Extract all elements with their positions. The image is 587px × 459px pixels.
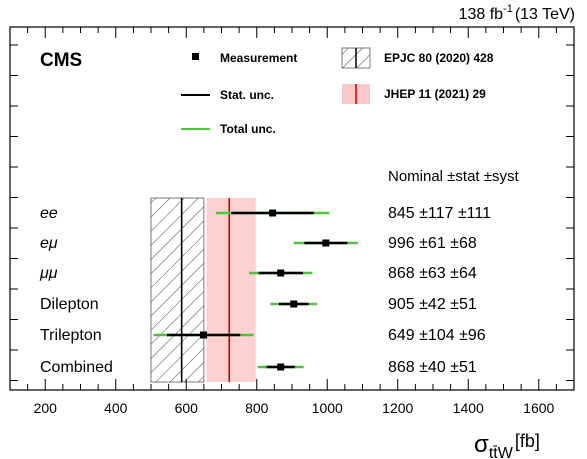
row-value-text: 996 ±61 ±68 (388, 235, 477, 252)
row-label: Trilepton (40, 327, 102, 344)
measurement-marker (200, 331, 208, 339)
x-tick-label: 1200 (382, 400, 413, 416)
legend-total-label: Total unc. (220, 122, 276, 136)
legend: Measurement Stat. unc. Total unc. EPJC 8… (181, 47, 494, 136)
measurement-marker (277, 269, 285, 277)
lumi-label: 138 fb-1 (13 TeV) (459, 3, 575, 23)
reference-bands (150, 197, 256, 383)
row-value-text: 868 ±63 ±64 (388, 265, 477, 282)
row-value-text: 868 ±40 ±51 (388, 359, 477, 376)
row-label: Dilepton (40, 296, 99, 313)
measurement-marker (277, 363, 285, 371)
legend-measurement-label: Measurement (220, 51, 297, 65)
x-tick-label: 1400 (453, 400, 484, 416)
x-tick-label: 1000 (312, 400, 343, 416)
x-tick-labels: 200 400 600 800 1000 1200 1400 1600 (34, 400, 555, 416)
measurements (153, 209, 358, 371)
x-tick-label: 400 (104, 400, 128, 416)
x-tick-label: 600 (175, 400, 199, 416)
row-label: Combined (40, 359, 113, 376)
column-header: Nominal ±stat ±syst (388, 168, 519, 185)
legend-stat-label: Stat. unc. (220, 88, 274, 102)
measurement-marker (290, 300, 298, 308)
legend-ref2-label: JHEP 11 (2021) 29 (384, 87, 486, 101)
x-axis-title: σtt̄W[fb] (474, 431, 540, 459)
experiment-label: CMS (40, 50, 82, 71)
measurement-marker (269, 209, 277, 217)
measurement-marker (322, 239, 330, 247)
x-tick-label: 1600 (523, 400, 554, 416)
legend-ref1-label: EPJC 80 (2020) 428 (384, 51, 494, 65)
row-value-text: 649 ±104 ±96 (388, 327, 486, 344)
row-labels: ee 845 ±117 ±111 eμ 996 ±61 ±68 μμ 868 ±63 ±6… (39, 205, 491, 376)
row-label: eμ (40, 235, 58, 252)
row-value-text: 905 ±42 ±51 (388, 296, 477, 313)
row-value-text: 845 ±117 ±111 (388, 205, 491, 222)
row-label: μμ (39, 265, 58, 282)
row-label: ee (40, 205, 58, 222)
x-tick-label: 800 (245, 400, 269, 416)
ref-pink-band (206, 198, 256, 382)
x-tick-label: 200 (34, 400, 58, 416)
axis-ticks (10, 27, 575, 390)
ref-hatched-band (150, 197, 205, 383)
legend-measurement-marker (192, 53, 199, 60)
